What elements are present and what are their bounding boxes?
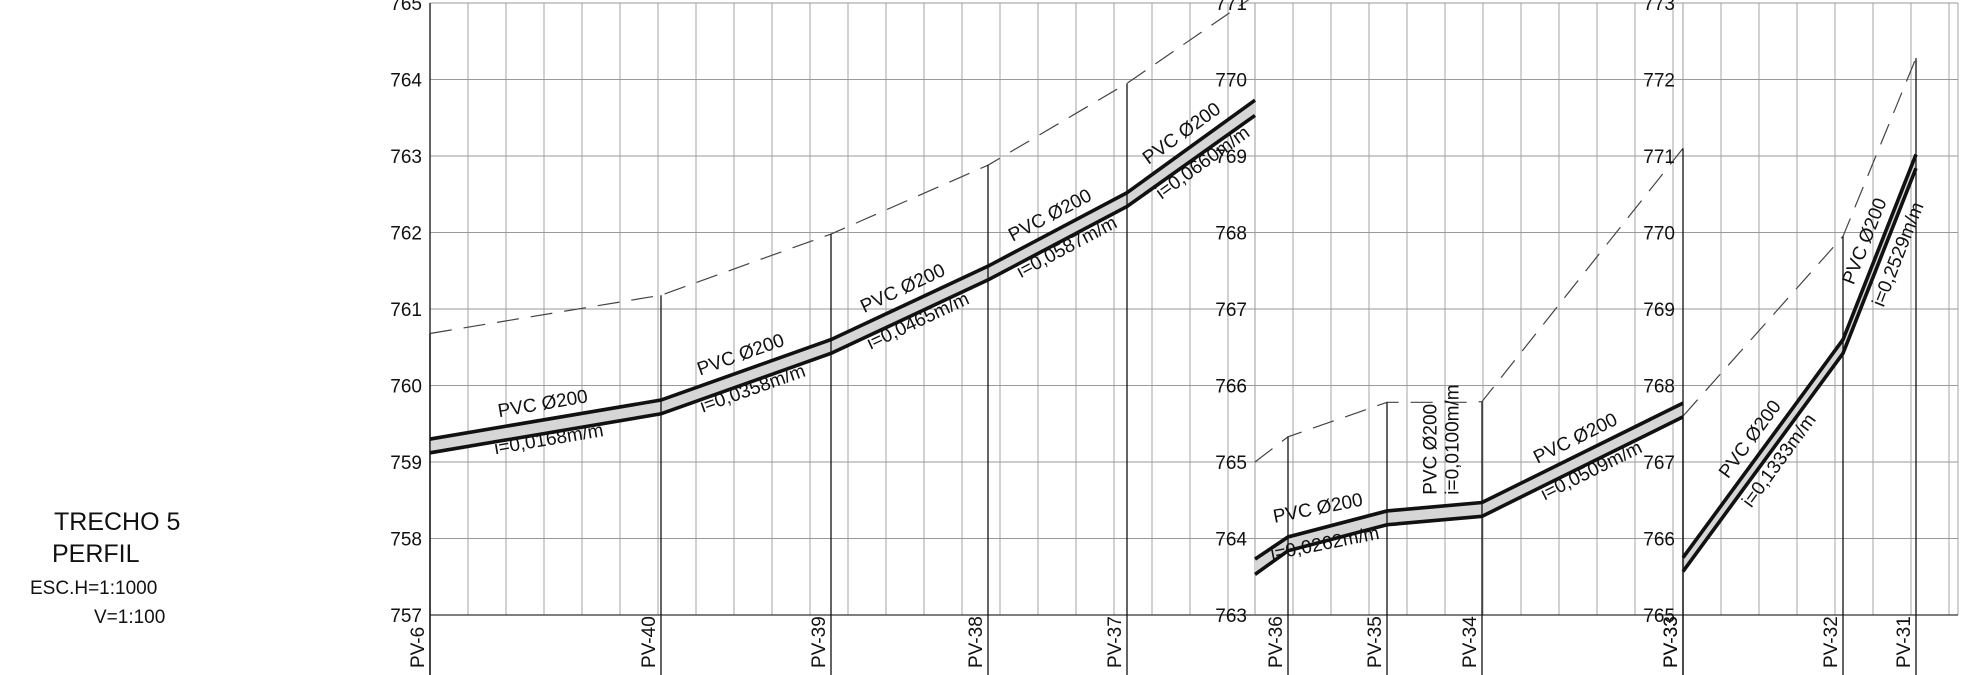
elevation-tick-label: 771 bbox=[1643, 147, 1675, 168]
ground-profile-line bbox=[1254, 147, 1684, 463]
elevation-tick-label: 771 bbox=[1215, 0, 1247, 15]
elevation-tick-label: 767 bbox=[1643, 453, 1675, 474]
pipe-crown-line bbox=[429, 98, 1257, 441]
elevation-tick-label: 769 bbox=[1643, 300, 1675, 321]
station-label: PV-36 bbox=[1266, 616, 1287, 668]
pipe-fill bbox=[1683, 154, 1916, 572]
pipe-slope-label: i=0,0100m/m bbox=[1443, 384, 1464, 494]
pipe-material-label: PVC Ø200 bbox=[1421, 404, 1442, 495]
elevation-tick-label: 772 bbox=[1643, 71, 1675, 92]
elevation-tick-label: 765 bbox=[1643, 606, 1675, 627]
title-perfil: PERFIL bbox=[52, 540, 140, 568]
elevation-tick-label: 770 bbox=[1643, 224, 1675, 245]
station-label: PV-33 bbox=[1661, 616, 1682, 668]
station-label: PV-40 bbox=[639, 616, 660, 668]
title-trecho: TRECHO 5 bbox=[54, 508, 181, 536]
station-label: PV-34 bbox=[1460, 616, 1481, 668]
pipe-invert-line bbox=[429, 113, 1257, 455]
station-label: PV-38 bbox=[966, 616, 987, 668]
elevation-tick-label: 761 bbox=[390, 300, 422, 321]
scale-vertical: V=1:100 bbox=[94, 607, 166, 628]
label-layer: 757 758 759 760 761 762 763 764 765 PV-6 PV-40 PV-3… bbox=[390, 0, 1928, 668]
ground-profile-line bbox=[429, 0, 1250, 335]
elevation-tick-label: 764 bbox=[390, 71, 422, 92]
ground-layer bbox=[429, 0, 1917, 463]
station-label: PV-6 bbox=[408, 627, 429, 668]
station-label: PV-33 bbox=[1661, 616, 1682, 668]
elevation-tick-label: 763 bbox=[1215, 606, 1247, 627]
elevation-tick-label: 759 bbox=[390, 453, 422, 474]
ground-profile-line bbox=[1682, 57, 1917, 417]
station-label: PV-35 bbox=[1365, 616, 1386, 668]
elevation-tick-label: 768 bbox=[1643, 377, 1675, 398]
station-label: PV-31 bbox=[1894, 616, 1915, 668]
elevation-tick-label: 764 bbox=[1215, 530, 1247, 551]
elevation-tick-label: 760 bbox=[390, 377, 422, 398]
elevation-tick-label: 763 bbox=[390, 147, 422, 168]
elevation-tick-label: 766 bbox=[1643, 530, 1675, 551]
elevation-tick-label: 767 bbox=[1215, 300, 1247, 321]
elevation-tick-label: 770 bbox=[1215, 71, 1247, 92]
elevation-tick-label: 773 bbox=[1643, 0, 1675, 15]
station-label: PV-32 bbox=[1821, 616, 1842, 668]
elevation-tick-label: 766 bbox=[1215, 377, 1247, 398]
elevation-tick-label: 758 bbox=[390, 530, 422, 551]
elevation-tick-label: 757 bbox=[390, 606, 422, 627]
grid-layer bbox=[429, 2, 1959, 675]
elevation-tick-label: 762 bbox=[390, 224, 422, 245]
station-layer bbox=[429, 58, 1917, 675]
station-label: PV-37 bbox=[1105, 616, 1126, 668]
scale-horizontal: ESC.H=1:1000 bbox=[30, 578, 158, 599]
elevation-tick-label: 765 bbox=[1215, 453, 1247, 474]
elevation-tick-label: 769 bbox=[1215, 147, 1247, 168]
elevation-tick-label: 768 bbox=[1215, 224, 1247, 245]
elevation-tick-label: 765 bbox=[390, 0, 422, 15]
station-label: PV-39 bbox=[809, 616, 830, 668]
